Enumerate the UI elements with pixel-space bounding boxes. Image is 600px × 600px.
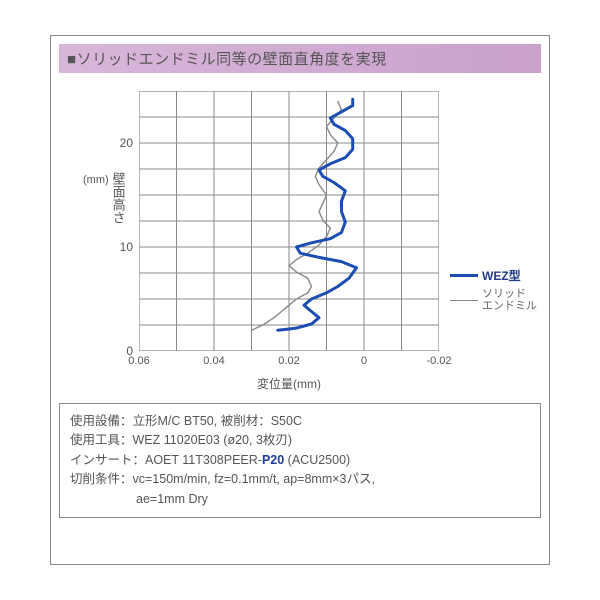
- legend-swatch-wez: [450, 274, 478, 277]
- legend-label-solid-l1: ソリッド: [482, 288, 526, 300]
- heading-bar: ■ソリッドエンドミル同等の壁面直角度を実現: [59, 44, 541, 73]
- chart-area: 壁面高さ (mm) 0.060.040.020-0.02 01020 変位量(m…: [59, 77, 541, 397]
- figure-frame: ■ソリッドエンドミル同等の壁面直角度を実現 壁面高さ (mm) 0.060.04…: [50, 35, 550, 565]
- y-axis-label: 壁面高さ (mm): [83, 172, 128, 224]
- info-insert-p20: P20: [262, 453, 284, 467]
- info-line-equipment: 使用設備：立形M/C BT50, 被削材：S50C: [70, 412, 530, 431]
- chart-svg: [139, 91, 439, 351]
- legend-wez: WEZ型: [450, 267, 537, 284]
- x-axis-label: 変位量(mm): [139, 375, 439, 392]
- legend-solid: ソリッド エンドミル: [450, 288, 537, 312]
- heading-text: ソリッドエンドミル同等の壁面直角度を実現: [77, 51, 387, 68]
- info-line-conditions: 切削条件：vc=150m/min, fz=0.1mm/t, ap=8mm×3パス…: [70, 470, 530, 489]
- square-bullet: ■: [67, 51, 77, 68]
- legend: WEZ型 ソリッド エンドミル: [450, 267, 537, 316]
- y-axis-label-unit: (mm): [83, 174, 109, 186]
- plot-region: 0.060.040.020-0.02 01020: [139, 91, 439, 351]
- legend-label-solid-l2: エンドミル: [482, 300, 537, 312]
- info-insert-pre: インサート：AOET 11T308PEER-: [70, 453, 262, 467]
- info-line-conditions-2: ae=1mm Dry: [70, 490, 530, 509]
- info-line-insert: インサート：AOET 11T308PEER-P20 (ACU2500): [70, 451, 530, 470]
- legend-swatch-solid: [450, 300, 478, 301]
- conditions-box: 使用設備：立形M/C BT50, 被削材：S50C 使用工具：WEZ 11020…: [59, 403, 541, 518]
- info-cond-l1: 切削条件：vc=150m/min, fz=0.1mm/t, ap=8mm×3パス…: [70, 472, 375, 486]
- info-insert-post: (ACU2500): [284, 453, 350, 467]
- y-axis-label-text: 壁面高さ: [111, 172, 126, 224]
- legend-label-solid: ソリッド エンドミル: [482, 288, 537, 312]
- legend-label-wez: WEZ型: [482, 267, 521, 284]
- info-line-tool: 使用工具：WEZ 11020E03 (ø20, 3枚刃): [70, 431, 530, 450]
